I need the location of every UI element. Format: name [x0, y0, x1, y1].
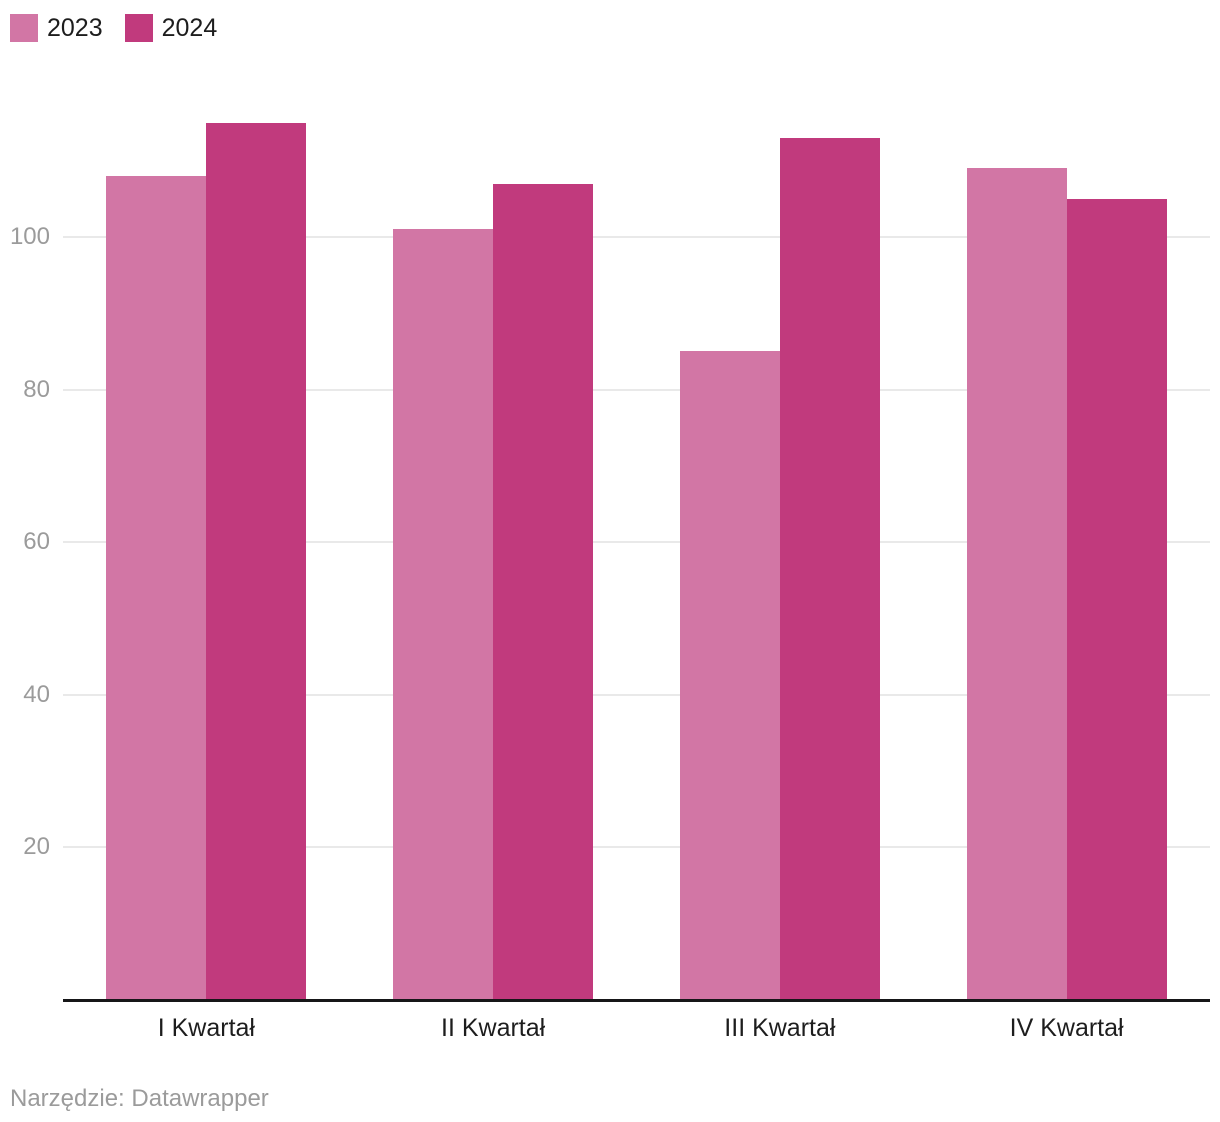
xlabel-i-kwartał: I Kwartał	[157, 1014, 255, 1042]
bar-2024-i-kwartał[interactable]	[206, 122, 307, 1000]
ytick-label-20: 20	[23, 833, 50, 861]
bar-2024-ii-kwartał[interactable]	[493, 183, 594, 1000]
xlabel-ii-kwartał: II Kwartał	[441, 1014, 546, 1042]
ytick-label-60: 60	[23, 528, 50, 556]
bar-2023-iv-kwartał[interactable]	[966, 168, 1067, 1000]
bar-2024-iii-kwartał[interactable]	[779, 137, 880, 1000]
xlabel-iii-kwartał: III Kwartał	[724, 1014, 836, 1042]
bar-2023-ii-kwartał[interactable]	[393, 229, 494, 1000]
legend: 2023 2024	[10, 14, 217, 42]
bar-2024-iv-kwartał[interactable]	[1066, 198, 1167, 1000]
gridline-100	[63, 236, 1210, 238]
ytick-label-80: 80	[23, 375, 50, 403]
bar-2023-i-kwartał[interactable]	[106, 175, 207, 1000]
gridline-60	[63, 541, 1210, 544]
attribution-text: Narzędzie: Datawrapper	[10, 1085, 269, 1112]
x-axis-line	[63, 999, 1210, 1002]
legend-label-2024: 2024	[161, 14, 218, 42]
legend-item-2024: 2024	[124, 14, 218, 42]
xlabel-iv-kwartał: IV Kwartał	[1009, 1014, 1124, 1042]
ytick-label-100: 100	[9, 223, 50, 250]
legend-swatch-2024	[124, 14, 153, 42]
bar-2023-iii-kwartał[interactable]	[679, 351, 780, 1000]
ytick-label-40: 40	[23, 680, 50, 708]
legend-item-2023: 2023	[10, 14, 103, 42]
legend-swatch-2023	[10, 14, 38, 42]
gridline-20	[63, 846, 1210, 849]
gridline-40	[63, 693, 1210, 696]
legend-label-2023: 2023	[47, 14, 103, 42]
gridline-80	[63, 388, 1210, 391]
